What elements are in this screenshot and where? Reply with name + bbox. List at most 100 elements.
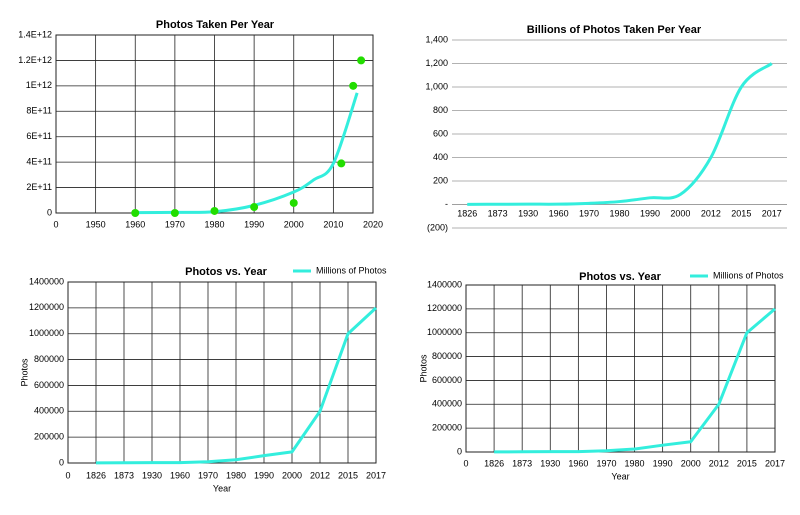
y-tick-label: 0 bbox=[59, 457, 64, 467]
x-tick-label: 1960 bbox=[125, 219, 145, 229]
x-tick-label: 1826 bbox=[457, 208, 477, 218]
y-tick-label: 200000 bbox=[34, 432, 64, 442]
y-tick-label: - bbox=[445, 199, 448, 209]
series-line bbox=[467, 62, 773, 206]
x-tick-label: 2015 bbox=[338, 470, 358, 480]
y-tick-label: 1200000 bbox=[427, 303, 462, 313]
x-tick-label: 1930 bbox=[518, 208, 538, 218]
x-tick-label: 2012 bbox=[709, 458, 729, 468]
y-tick-label: 200000 bbox=[432, 423, 462, 433]
x-tick-label: 1990 bbox=[640, 208, 660, 218]
y-axis-label: Photos bbox=[418, 354, 428, 383]
y-tick-label: 1,000 bbox=[425, 81, 448, 91]
x-tick-label: 1826 bbox=[484, 458, 504, 468]
x-tick-label: 2015 bbox=[737, 458, 757, 468]
series-line bbox=[494, 307, 776, 454]
y-tick-label: 200 bbox=[433, 175, 448, 185]
x-tick-label: 1930 bbox=[540, 458, 560, 468]
x-tick-label: 1960 bbox=[549, 208, 569, 218]
x-tick-label: 1990 bbox=[244, 219, 264, 229]
x-tick-label: 2017 bbox=[366, 470, 386, 480]
y-tick-label: 1400000 bbox=[427, 279, 462, 289]
chart-title: Photos Taken Per Year bbox=[156, 19, 275, 31]
x-tick-label: 1873 bbox=[488, 208, 508, 218]
x-tick-label: 2017 bbox=[762, 208, 782, 218]
y-tick-label: 400000 bbox=[34, 406, 64, 416]
x-tick-label: 1826 bbox=[86, 470, 106, 480]
series-line bbox=[135, 92, 359, 215]
x-tick-label: 2017 bbox=[765, 458, 785, 468]
x-axis-label: Year bbox=[611, 471, 629, 481]
y-tick-label: 1400000 bbox=[29, 276, 64, 286]
x-tick-label: 1970 bbox=[165, 219, 185, 229]
y-tick-label: 1E+12 bbox=[26, 80, 52, 90]
x-tick-label: 2020 bbox=[363, 219, 383, 229]
data-point bbox=[289, 198, 298, 207]
plot-frame bbox=[465, 284, 776, 453]
x-tick-label: 1980 bbox=[609, 208, 629, 218]
y-tick-label: 6E+11 bbox=[26, 131, 52, 141]
x-tick-label: 1970 bbox=[198, 470, 218, 480]
x-tick-label: 0 bbox=[53, 219, 58, 229]
plot-frame bbox=[67, 281, 377, 464]
y-tick-label: 600000 bbox=[432, 375, 462, 385]
x-axis-label: Year bbox=[213, 483, 231, 493]
x-tick-label: 2012 bbox=[310, 470, 330, 480]
data-point bbox=[250, 203, 259, 212]
x-tick-label: 1873 bbox=[114, 470, 134, 480]
chart-panel: Photos Taken Per Year 0 2E+11 4E+11 6E+11 8E+… bbox=[18, 19, 383, 229]
x-tick-label: 1990 bbox=[653, 458, 673, 468]
y-tick-label: 1.2E+12 bbox=[18, 55, 52, 65]
x-tick-label: 1980 bbox=[625, 458, 645, 468]
y-tick-label: 1000000 bbox=[427, 327, 462, 337]
series-line bbox=[95, 306, 378, 465]
y-tick-label: 1,400 bbox=[425, 34, 448, 44]
x-tick-label: 2015 bbox=[731, 208, 751, 218]
x-tick-label: 1970 bbox=[579, 208, 599, 218]
x-tick-label: 1980 bbox=[226, 470, 246, 480]
data-point bbox=[131, 209, 140, 217]
y-tick-label: 8E+11 bbox=[26, 106, 52, 116]
x-tick-label: 1873 bbox=[512, 458, 532, 468]
x-tick-label: 1990 bbox=[254, 470, 274, 480]
x-tick-label: 1960 bbox=[170, 470, 190, 480]
y-tick-label: 800000 bbox=[34, 354, 64, 364]
x-tick-label: 1980 bbox=[204, 219, 224, 229]
y-tick-label: 0 bbox=[47, 207, 52, 217]
x-tick-label: 2000 bbox=[670, 208, 690, 218]
x-tick-label: 0 bbox=[463, 458, 468, 468]
chart-title: Photos vs. Year bbox=[579, 271, 661, 283]
data-point bbox=[349, 81, 358, 90]
y-tick-label: 800000 bbox=[432, 351, 462, 361]
x-tick-label: 2000 bbox=[282, 470, 302, 480]
x-tick-label: 2012 bbox=[701, 208, 721, 218]
data-point bbox=[170, 209, 179, 217]
x-tick-label: 2000 bbox=[681, 458, 701, 468]
data-point bbox=[337, 159, 346, 168]
data-point bbox=[357, 56, 366, 65]
chart-panel: Photos vs. Year 0 200000 400000 600000 800000… bbox=[418, 270, 785, 481]
y-tick-label: 400000 bbox=[432, 399, 462, 409]
data-point bbox=[210, 206, 219, 215]
y-tick-label: 2E+11 bbox=[26, 182, 52, 192]
y-tick-label: 4E+11 bbox=[26, 157, 52, 167]
y-axis-label: Photos bbox=[19, 358, 29, 387]
x-tick-label: 2010 bbox=[323, 219, 343, 229]
x-tick-label: 2000 bbox=[284, 219, 304, 229]
y-tick-label: 800 bbox=[433, 105, 448, 115]
y-tick-label: 600000 bbox=[34, 380, 64, 390]
y-tick-label: 600 bbox=[433, 128, 448, 138]
chart-panel: Photos vs. Year 0 200000 400000 600000 800000… bbox=[19, 265, 387, 493]
chart-title: Billions of Photos Taken Per Year bbox=[527, 24, 702, 36]
chart-panel: Billions of Photos Taken Per Year (200) - 2… bbox=[425, 24, 787, 232]
x-tick-label: 1930 bbox=[142, 470, 162, 480]
x-tick-label: 1960 bbox=[568, 458, 588, 468]
x-tick-label: 1970 bbox=[596, 458, 616, 468]
y-tick-label: 400 bbox=[433, 152, 448, 162]
y-tick-label: 1000000 bbox=[29, 328, 64, 338]
x-tick-label: 1950 bbox=[86, 219, 106, 229]
y-tick-label: 1.4E+12 bbox=[18, 29, 52, 39]
x-tick-label: 0 bbox=[65, 470, 70, 480]
legend-label: Millions of Photos bbox=[713, 270, 784, 280]
